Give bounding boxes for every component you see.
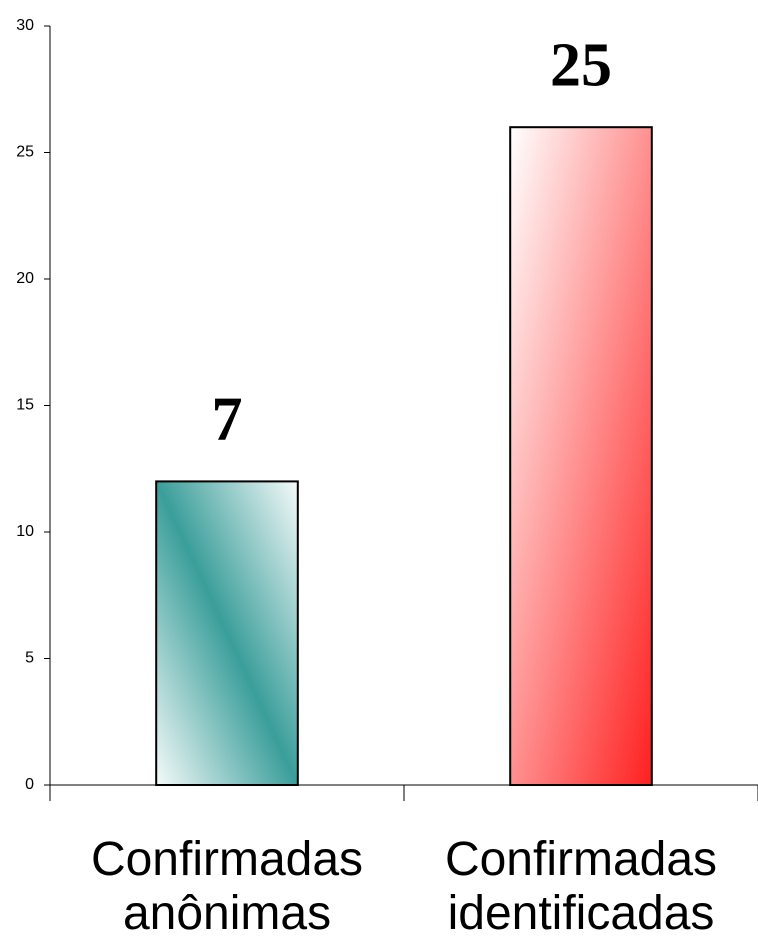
y-tick-label: 30 (16, 17, 34, 34)
y-tick-label: 25 (16, 144, 34, 161)
y-tick-label: 15 (16, 397, 34, 414)
bar-annotation: 25 (550, 31, 612, 99)
x-tick-label: Confirmadas anônimas (90, 833, 364, 940)
y-tick-label: 5 (25, 650, 34, 667)
y-tick-label: 20 (16, 270, 34, 287)
y-tick-label: 0 (25, 776, 34, 793)
x-tick-label: Confirmadas identificadas (444, 833, 718, 940)
y-tick-label: 10 (16, 523, 34, 540)
bar-annotation: 7 (212, 386, 243, 454)
bar (509, 126, 653, 786)
bar (155, 480, 299, 786)
